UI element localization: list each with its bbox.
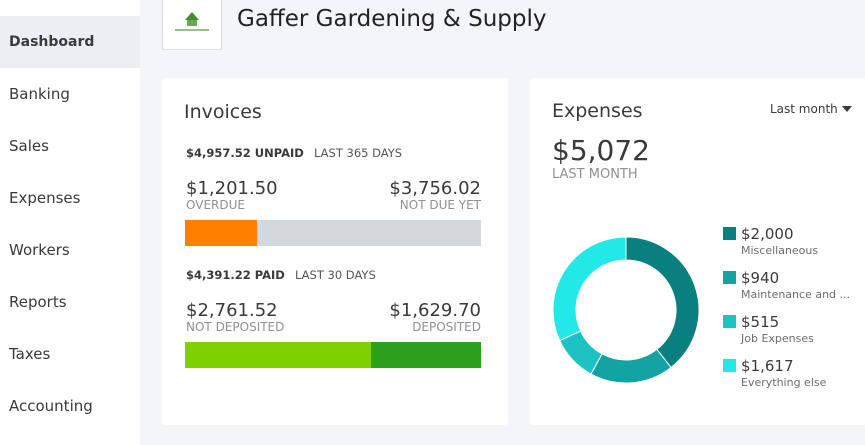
- nav-item[interactable]: Reports: [9, 293, 67, 311]
- invoices-card: Invoices $4,957.52 UNPAID LAST 365 DAYS $1…: [162, 78, 508, 425]
- amount-caption: NOT DUE YET: [399, 198, 481, 212]
- logo: [162, 0, 222, 50]
- donut-segment[interactable]: [552, 236, 627, 342]
- card-title: Invoices: [184, 101, 262, 123]
- nav-item[interactable]: Expenses: [9, 189, 81, 207]
- sidebar: Dashboard Banking Sales Expenses Workers Repo…: [0, 0, 140, 445]
- nav-item[interactable]: Workers: [9, 241, 70, 259]
- legend-label[interactable]: Everything else: [741, 376, 827, 389]
- legend-swatch: [723, 315, 736, 328]
- total-caption: LAST MONTH: [552, 167, 638, 182]
- bar-segment: [371, 342, 481, 368]
- legend-label[interactable]: Miscellaneous: [741, 244, 819, 257]
- legend-amount[interactable]: $2,000: [741, 225, 794, 243]
- legend-amount[interactable]: $515: [741, 313, 780, 331]
- expenses-card: Expenses Last month $5,072 LAST MONTH $2…: [530, 78, 865, 425]
- legend-swatch: [723, 227, 736, 240]
- period-menu[interactable]: Last month: [770, 102, 838, 116]
- card-title: Expenses: [552, 100, 643, 122]
- amount: $1,201.50: [186, 178, 278, 199]
- summary-amount: $4,391.22 PAID: [186, 268, 285, 282]
- nav-item[interactable]: Sales: [9, 137, 49, 155]
- summary-period: LAST 30 DAYS: [295, 268, 376, 282]
- summary-amount: $4,957.52 UNPAID: [186, 146, 304, 160]
- legend-label[interactable]: Job Expenses: [741, 332, 814, 345]
- amount-caption: DEPOSITED: [412, 320, 481, 334]
- nav-item[interactable]: Taxes: [9, 345, 51, 363]
- company-title: Gaffer Gardening & Supply: [237, 6, 547, 32]
- donut-segment[interactable]: [590, 348, 672, 384]
- amount-caption: NOT DEPOSITED: [186, 320, 285, 334]
- bar-segment: [185, 342, 372, 368]
- amount: $3,756.02: [389, 178, 481, 199]
- nav-item[interactable]: Banking: [9, 85, 70, 103]
- legend-amount[interactable]: $940: [741, 269, 780, 287]
- amount: $2,761.52: [186, 300, 278, 321]
- amount-caption: OVERDUE: [186, 198, 245, 212]
- legend-label[interactable]: Maintenance and ...: [741, 288, 851, 301]
- dropdown-arrow[interactable]: [842, 106, 852, 114]
- expenses-total: $5,072: [552, 134, 650, 167]
- donut-chart: [552, 236, 700, 384]
- amount: $1,629.70: [389, 300, 481, 321]
- legend-amount[interactable]: $1,617: [741, 357, 794, 375]
- logo-image: [175, 12, 209, 31]
- nav-item[interactable]: Accounting: [9, 397, 93, 415]
- donut-segment[interactable]: [625, 236, 700, 369]
- bar-segment: [185, 220, 257, 246]
- summary-period: LAST 365 DAYS: [314, 146, 403, 160]
- bar-segment: [256, 220, 481, 246]
- legend-swatch: [723, 359, 736, 372]
- legend-swatch: [723, 271, 736, 284]
- nav-item[interactable]: Dashboard: [0, 16, 140, 68]
